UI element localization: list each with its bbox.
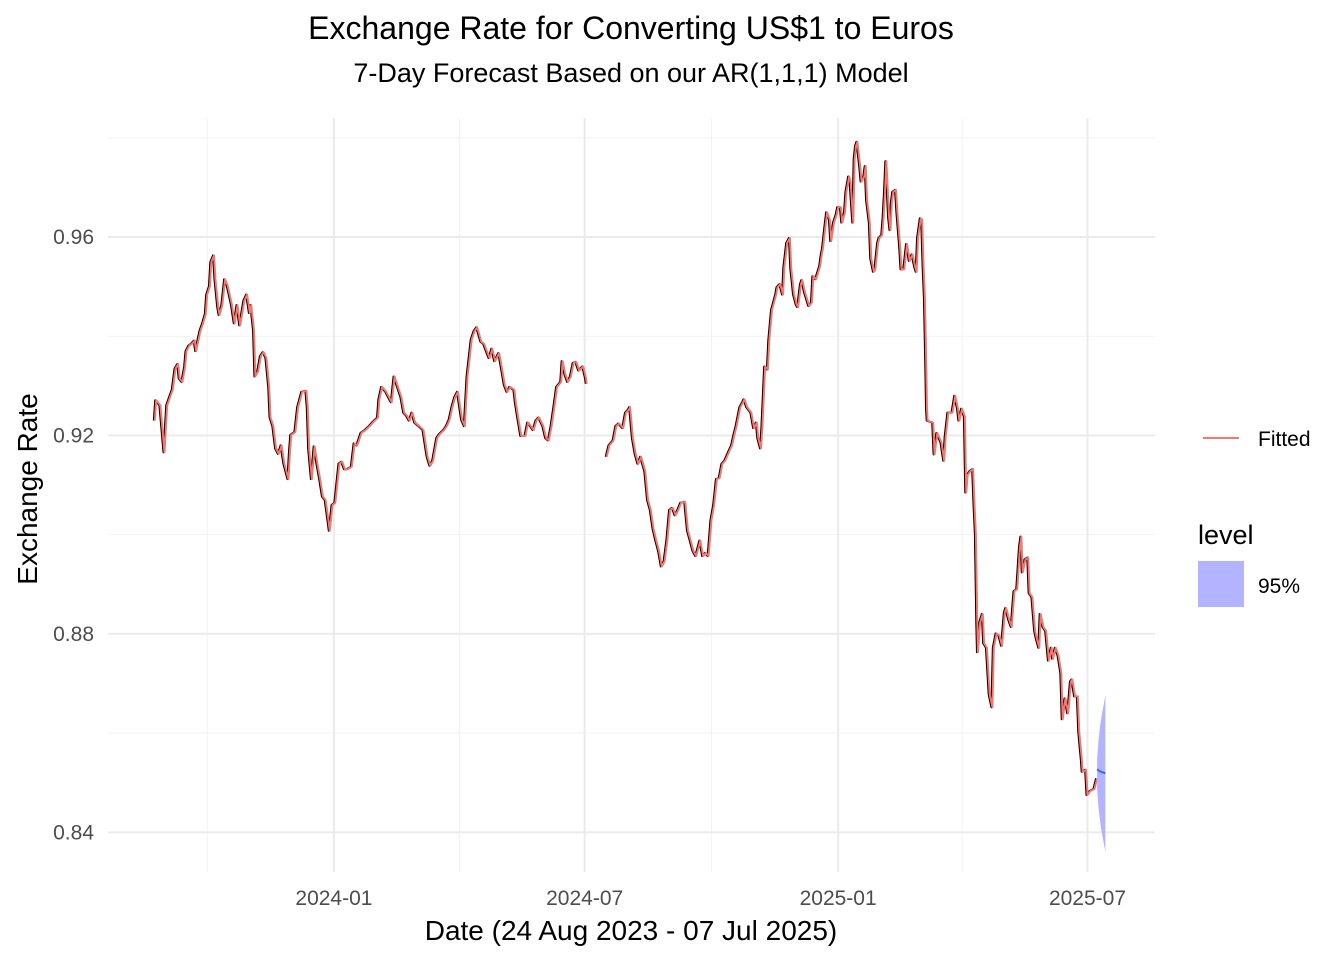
x-tick-label: 2024-07: [546, 887, 623, 910]
x-tick-label: 2025-07: [1049, 887, 1126, 910]
grid: [108, 118, 1155, 872]
x-tick-label: 2024-01: [295, 887, 372, 910]
actual-series-line: [152, 254, 587, 532]
x-axis-title: Date (24 Aug 2023 - 07 Jul 2025): [425, 915, 838, 946]
actual-series-line: [604, 140, 1098, 797]
legend-fitted-label: Fitted: [1258, 428, 1311, 451]
forecast-mean-line: [1096, 768, 1106, 775]
y-tick-label: 0.96: [53, 226, 94, 249]
x-axis-ticks: 2024-01 2024-07 2025-01 2025-07: [295, 887, 1126, 910]
legend: Fitted level 95%: [1198, 428, 1311, 607]
x-tick-label: 2025-01: [800, 887, 877, 910]
y-tick-label: 0.88: [53, 623, 94, 646]
y-tick-label: 0.84: [53, 821, 94, 844]
forecast-95-ribbon: [1097, 694, 1106, 852]
y-axis-title: Exchange Rate: [12, 393, 43, 584]
chart-subtitle: 7-Day Forecast Based on our AR(1,1,1) Mo…: [353, 58, 909, 88]
y-axis-ticks: 0.84 0.88 0.92 0.96: [53, 226, 94, 844]
legend-level-title: level: [1198, 520, 1254, 550]
data-marks: [152, 140, 1106, 852]
y-tick-label: 0.92: [53, 424, 94, 447]
legend-95-swatch: [1198, 561, 1244, 607]
fitted-series-line: [153, 254, 588, 532]
chart-title: Exchange Rate for Converting US$1 to Eur…: [308, 10, 954, 46]
legend-95-label: 95%: [1258, 575, 1300, 598]
fitted-series-line: [605, 140, 1099, 797]
